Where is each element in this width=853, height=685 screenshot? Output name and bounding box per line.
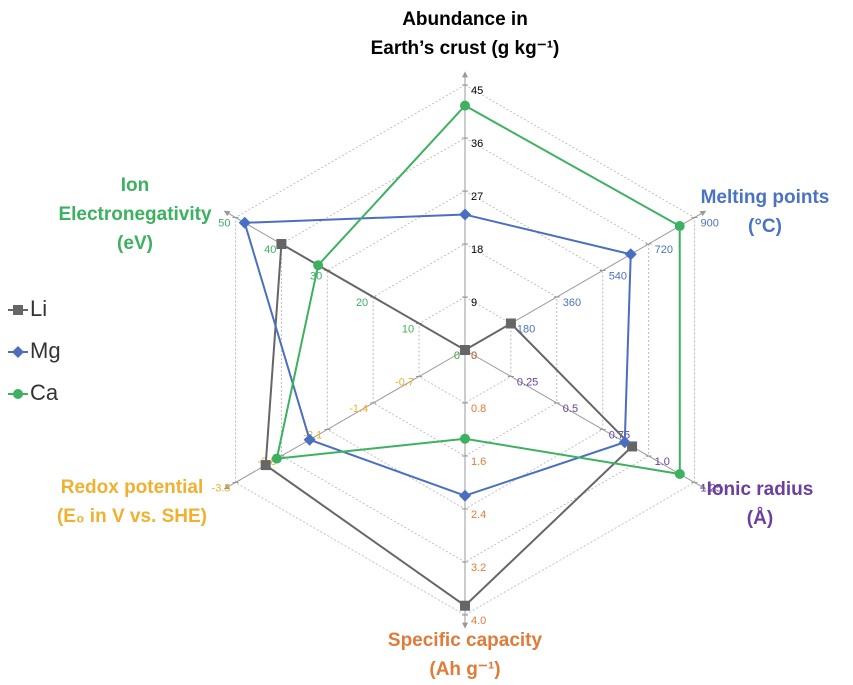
axis-title: Earth’s crust (g kg⁻¹) (371, 38, 560, 59)
tick-label: 720 (655, 244, 673, 256)
axis-title: Ion (121, 175, 150, 196)
tick-label: 20 (356, 297, 368, 309)
data-point (276, 239, 287, 249)
tick-label: -3.5 (212, 482, 231, 494)
tick-label: -1.4 (349, 403, 368, 415)
data-point (460, 433, 470, 444)
axis-title: Ionic radius (707, 479, 814, 500)
tick-label: 45 (471, 85, 483, 97)
data-point (271, 453, 282, 464)
axis-title: (°C) (748, 216, 782, 237)
tick-label: 4.0 (471, 615, 486, 627)
data-point (460, 100, 470, 111)
tick-label: 18 (471, 244, 483, 256)
series-line (275, 104, 681, 476)
data-point (459, 489, 471, 502)
tick-label: 0 (471, 350, 477, 362)
tick-label: 50 (218, 217, 230, 229)
tick-label: 36 (471, 138, 483, 150)
tick-label: 0 (454, 350, 460, 362)
tick-label: 27 (471, 191, 483, 203)
tick-label: 0.5 (563, 403, 578, 415)
data-point (618, 436, 631, 449)
axis-title: Abundance in (402, 9, 528, 30)
axis-title: (E₀ in V vs. SHE) (57, 506, 207, 527)
tick-label: 10 (402, 323, 414, 335)
axis-title: Electronegativity (58, 204, 212, 225)
data-point (460, 600, 470, 611)
data-point (674, 221, 685, 232)
tick-label: 360 (563, 297, 581, 309)
tick-label: 1.0 (655, 456, 670, 468)
data-point (238, 216, 251, 229)
data-point (459, 208, 471, 221)
tick-label: 0 (454, 350, 460, 362)
axis-line (464, 349, 707, 490)
axis-title: Melting points (701, 187, 830, 208)
legend-marker (13, 389, 23, 399)
tick-label: 0.8 (471, 403, 486, 415)
tick-label: 1.6 (471, 456, 486, 468)
tick-label: 900 (700, 217, 718, 229)
data-point (313, 260, 324, 271)
tick-label: 3.2 (471, 562, 486, 574)
data-point (674, 469, 685, 480)
tick-label: -0.7 (395, 376, 414, 388)
data-point (460, 345, 470, 355)
tick-label: 40 (264, 244, 276, 256)
axis-title: (Ah g⁻¹) (429, 659, 500, 680)
tick-label: 180 (517, 323, 535, 335)
data-point (627, 441, 638, 452)
axis-title: (Å) (747, 508, 773, 529)
tick-label: 9 (471, 297, 477, 309)
legend-marker (13, 305, 23, 315)
data-point (505, 318, 516, 329)
data-point (303, 433, 316, 446)
tick-label: 2.4 (471, 509, 486, 521)
tick-label: 540 (609, 270, 627, 282)
legend-label: Li (30, 296, 47, 321)
legend-marker (12, 346, 24, 358)
tick-label: 0 (471, 350, 477, 362)
legend-label: Mg (30, 338, 61, 363)
tick-label: 0 (471, 350, 477, 362)
axis-title: (eV) (117, 233, 153, 254)
tick-label: 1.25 (700, 482, 721, 494)
data-point (624, 248, 637, 261)
axis-title: Specific capacity (388, 630, 543, 651)
tick-label: 0.25 (517, 376, 538, 388)
legend-label: Ca (30, 380, 59, 405)
data-point (260, 460, 271, 471)
axis-title: Redox potential (61, 477, 204, 498)
tick-label: 0 (471, 350, 477, 362)
